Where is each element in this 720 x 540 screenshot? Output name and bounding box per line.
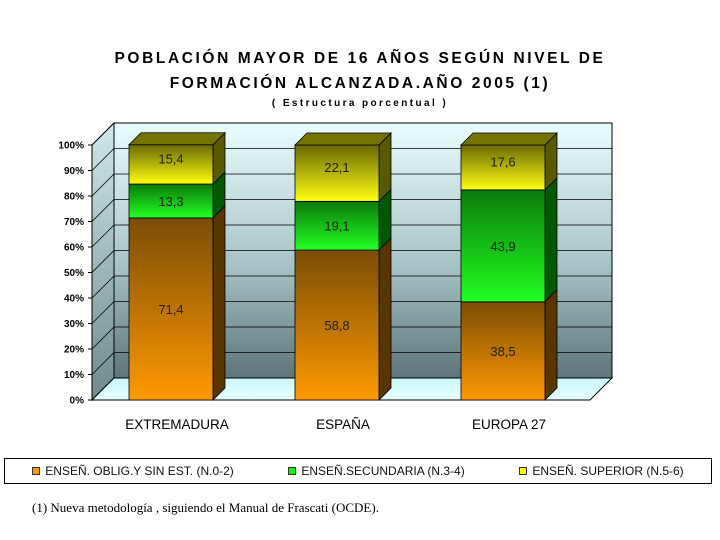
category-label: ESPAÑA: [316, 417, 370, 432]
gridline: [91, 122, 612, 146]
bar-side: [378, 237, 392, 401]
data-label: 38,5: [490, 344, 515, 359]
y-tick-label: 70%: [64, 217, 84, 228]
y-tick-label: 0%: [70, 396, 85, 407]
bar-top: [460, 132, 558, 146]
gridline: [91, 352, 612, 375]
legend-item-secondary: ENSEÑ.SECUNDARIA (N.3-4): [288, 464, 465, 478]
bar-segment: [128, 144, 214, 185]
data-label: 43,9: [490, 239, 515, 254]
bar-segment: [460, 189, 546, 303]
legend-item-primary: ENSEÑ. OBLIG.Y SIN EST. (N.0-2): [32, 464, 234, 478]
legend-swatch-superior: [519, 467, 528, 475]
data-label: 15,4: [158, 151, 183, 166]
y-tick-label: 100%: [58, 141, 84, 152]
bar-segment: [128, 217, 214, 401]
gridline: [91, 148, 612, 171]
chart-title-line2: FORMACIÓN ALCANZADA.AÑO 2005 (1): [169, 75, 551, 92]
bar-top: [294, 132, 392, 146]
footnote: (1) Nueva metodología , siguiendo el Man…: [32, 500, 379, 515]
data-label: 13,3: [158, 194, 183, 209]
legend-label-superior: ENSEÑ. SUPERIOR (N.5-6): [532, 464, 684, 478]
chart-subtitle: ( Estructura porcentual ): [271, 98, 449, 109]
gridline: [91, 224, 612, 248]
data-label: 17,6: [490, 154, 515, 169]
y-tick-label: 80%: [64, 192, 84, 203]
legend-swatch-secondary: [288, 467, 297, 475]
chart-legend: ENSEÑ. OBLIG.Y SIN EST. (N.0-2) ENSEÑ.SE…: [4, 458, 712, 484]
bar-segment: [294, 144, 380, 202]
gridline: [91, 250, 612, 273]
data-label: 19,1: [324, 219, 349, 234]
bar-side: [544, 176, 558, 303]
gridline: [91, 301, 612, 324]
bar-top: [128, 132, 226, 146]
stacked-bar-chart: 0% 10% 20% 30% 40% 50% 60% 70% 80% 90% 100% 71,4 13…: [58, 121, 614, 432]
gridline: [91, 173, 612, 197]
bar-segment: [294, 200, 380, 251]
data-label: 71,4: [158, 302, 183, 317]
bar-side: [212, 204, 226, 401]
category-label: EXTREMADURA: [125, 417, 229, 432]
bar-segment: [460, 144, 546, 191]
y-tick-label: 50%: [64, 268, 84, 279]
gridline: [91, 326, 612, 350]
legend-swatch-primary: [32, 467, 41, 475]
y-tick-label: 90%: [64, 166, 84, 177]
y-tick-label: 60%: [64, 243, 84, 254]
bar-segment: [128, 183, 214, 219]
category-label: EUROPA 27: [472, 417, 546, 432]
data-label: 22,1: [324, 160, 349, 175]
bar-segment: [294, 249, 380, 401]
gridline: [91, 199, 612, 222]
y-tick-label: 10%: [64, 370, 84, 381]
data-label: 58,8: [324, 318, 349, 333]
y-tick-label: 30%: [64, 319, 84, 330]
legend-label-primary: ENSEÑ. OBLIG.Y SIN EST. (N.0-2): [45, 464, 234, 478]
y-tick-label: 40%: [64, 294, 84, 305]
gridline: [91, 275, 612, 299]
y-tick-label: 20%: [64, 345, 84, 356]
legend-label-secondary: ENSEÑ.SECUNDARIA (N.3-4): [301, 464, 465, 478]
chart-title-line1: POBLACIÓN MAYOR DE 16 AÑOS SEGÚN NIVEL D…: [114, 50, 606, 67]
bar-side: [544, 288, 558, 401]
legend-item-superior: ENSEÑ. SUPERIOR (N.5-6): [519, 464, 684, 478]
